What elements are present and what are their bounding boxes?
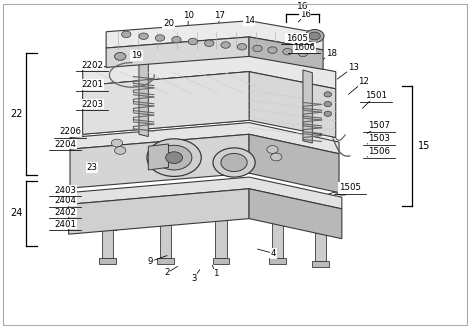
Polygon shape — [69, 189, 249, 234]
Circle shape — [213, 148, 255, 177]
Circle shape — [165, 152, 182, 164]
Text: 2403: 2403 — [55, 185, 76, 195]
Polygon shape — [314, 209, 326, 261]
Text: 22: 22 — [10, 109, 23, 119]
Circle shape — [156, 145, 192, 170]
Polygon shape — [249, 37, 323, 69]
Text: 16: 16 — [300, 10, 311, 19]
Polygon shape — [312, 261, 329, 267]
Circle shape — [237, 43, 247, 50]
Text: 19: 19 — [131, 51, 142, 60]
Circle shape — [139, 33, 149, 40]
Text: 2204: 2204 — [55, 140, 76, 148]
Polygon shape — [149, 144, 168, 170]
Polygon shape — [99, 258, 116, 264]
Circle shape — [147, 139, 201, 177]
Polygon shape — [106, 21, 323, 50]
Polygon shape — [69, 177, 342, 209]
Text: 2202: 2202 — [81, 61, 103, 70]
Circle shape — [111, 139, 123, 147]
Circle shape — [271, 153, 282, 161]
Text: 2401: 2401 — [55, 220, 76, 229]
Text: 10: 10 — [183, 11, 194, 20]
Polygon shape — [102, 205, 113, 258]
Polygon shape — [249, 189, 342, 239]
Polygon shape — [215, 183, 227, 258]
Circle shape — [324, 101, 331, 107]
Polygon shape — [157, 258, 174, 264]
Text: 24: 24 — [10, 208, 23, 218]
Text: 2206: 2206 — [59, 127, 81, 136]
Circle shape — [298, 50, 308, 57]
Circle shape — [309, 32, 320, 40]
Text: 17: 17 — [214, 11, 226, 20]
Text: 13: 13 — [348, 63, 359, 72]
Text: 20: 20 — [163, 20, 174, 28]
Text: 1506: 1506 — [368, 147, 390, 156]
Text: 2404: 2404 — [55, 196, 76, 205]
Text: 15: 15 — [418, 141, 430, 151]
Circle shape — [306, 29, 324, 43]
Circle shape — [221, 153, 247, 172]
Text: 1505: 1505 — [339, 183, 361, 192]
Text: 2203: 2203 — [81, 100, 103, 109]
Circle shape — [221, 42, 230, 48]
Text: 1: 1 — [212, 269, 218, 278]
Polygon shape — [269, 258, 286, 264]
Polygon shape — [272, 193, 283, 258]
Circle shape — [324, 92, 331, 97]
Text: 1501: 1501 — [365, 91, 387, 100]
Circle shape — [188, 38, 197, 45]
Polygon shape — [70, 134, 249, 188]
Text: 18: 18 — [326, 49, 337, 58]
Text: 2: 2 — [164, 268, 170, 277]
Text: 12: 12 — [358, 77, 369, 86]
Circle shape — [204, 40, 214, 46]
Circle shape — [156, 35, 164, 41]
Text: 1606: 1606 — [293, 43, 315, 52]
Polygon shape — [249, 72, 336, 138]
Polygon shape — [83, 55, 336, 89]
Polygon shape — [212, 258, 229, 264]
Text: 1507: 1507 — [368, 121, 390, 130]
Circle shape — [267, 146, 278, 153]
Text: 2201: 2201 — [81, 80, 103, 89]
Circle shape — [283, 48, 292, 55]
Circle shape — [115, 53, 126, 60]
Polygon shape — [83, 72, 249, 134]
Text: 1503: 1503 — [368, 134, 390, 143]
Polygon shape — [249, 134, 339, 193]
Polygon shape — [83, 72, 249, 134]
Polygon shape — [303, 70, 313, 143]
Text: 3: 3 — [191, 274, 196, 283]
Text: 4: 4 — [271, 249, 276, 258]
Text: 9: 9 — [148, 257, 153, 266]
Text: 1605: 1605 — [286, 34, 308, 43]
Circle shape — [115, 146, 126, 154]
Circle shape — [122, 31, 131, 38]
Text: 16: 16 — [297, 2, 308, 11]
Text: 14: 14 — [243, 16, 255, 25]
Circle shape — [268, 47, 277, 53]
Circle shape — [253, 45, 262, 52]
Circle shape — [324, 111, 331, 116]
Text: 2402: 2402 — [55, 208, 76, 216]
Polygon shape — [70, 123, 339, 154]
Polygon shape — [106, 37, 249, 67]
Polygon shape — [139, 55, 149, 137]
Circle shape — [172, 37, 181, 43]
Text: 23: 23 — [86, 163, 98, 172]
Polygon shape — [160, 189, 171, 258]
